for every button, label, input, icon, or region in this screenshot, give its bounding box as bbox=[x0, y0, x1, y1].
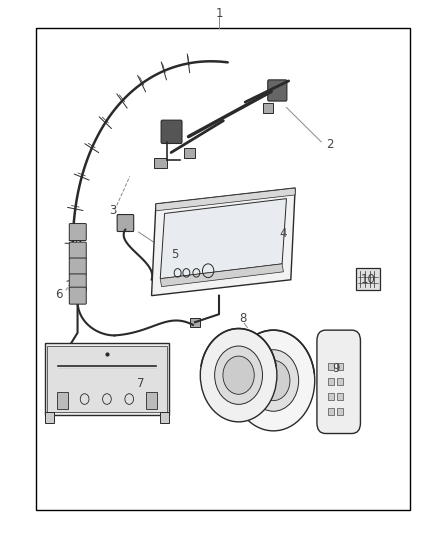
Bar bbox=[184, 148, 195, 158]
FancyBboxPatch shape bbox=[117, 215, 134, 231]
Circle shape bbox=[215, 346, 262, 405]
Polygon shape bbox=[152, 188, 295, 296]
Bar bbox=[45, 343, 169, 415]
Text: 7: 7 bbox=[137, 377, 145, 390]
Circle shape bbox=[248, 350, 299, 411]
FancyBboxPatch shape bbox=[268, 80, 287, 101]
Bar bbox=[328, 363, 334, 370]
Bar bbox=[337, 378, 343, 385]
FancyBboxPatch shape bbox=[69, 274, 86, 291]
Text: 4: 4 bbox=[279, 227, 287, 240]
Bar bbox=[328, 408, 334, 415]
Polygon shape bbox=[160, 199, 286, 279]
Bar bbox=[146, 392, 157, 409]
Text: 2: 2 bbox=[326, 138, 334, 151]
Bar bbox=[356, 268, 380, 290]
Text: 5: 5 bbox=[171, 248, 178, 261]
Text: 9: 9 bbox=[332, 362, 339, 375]
Bar bbox=[262, 103, 273, 113]
Bar bbox=[57, 392, 67, 409]
Polygon shape bbox=[156, 188, 295, 211]
Bar bbox=[45, 413, 53, 423]
Bar bbox=[47, 346, 167, 413]
FancyBboxPatch shape bbox=[69, 258, 86, 275]
Bar bbox=[160, 413, 169, 423]
Bar bbox=[337, 408, 343, 415]
Bar bbox=[154, 158, 167, 168]
Bar bbox=[337, 363, 343, 370]
FancyBboxPatch shape bbox=[317, 330, 360, 433]
Circle shape bbox=[223, 356, 254, 394]
Bar bbox=[190, 318, 200, 327]
Bar bbox=[328, 393, 334, 400]
Text: 3: 3 bbox=[109, 204, 116, 217]
FancyBboxPatch shape bbox=[69, 287, 86, 304]
Circle shape bbox=[232, 330, 315, 431]
Polygon shape bbox=[160, 264, 283, 287]
Text: 1: 1 bbox=[215, 7, 223, 20]
FancyBboxPatch shape bbox=[69, 242, 86, 259]
Text: 6: 6 bbox=[55, 288, 63, 301]
FancyBboxPatch shape bbox=[69, 223, 86, 240]
Bar bbox=[328, 378, 334, 385]
FancyBboxPatch shape bbox=[161, 120, 182, 143]
Bar bbox=[36, 28, 410, 511]
Text: 10: 10 bbox=[361, 273, 376, 286]
Circle shape bbox=[257, 360, 290, 401]
Bar bbox=[337, 393, 343, 400]
Circle shape bbox=[200, 328, 277, 422]
Text: 8: 8 bbox=[239, 312, 247, 325]
